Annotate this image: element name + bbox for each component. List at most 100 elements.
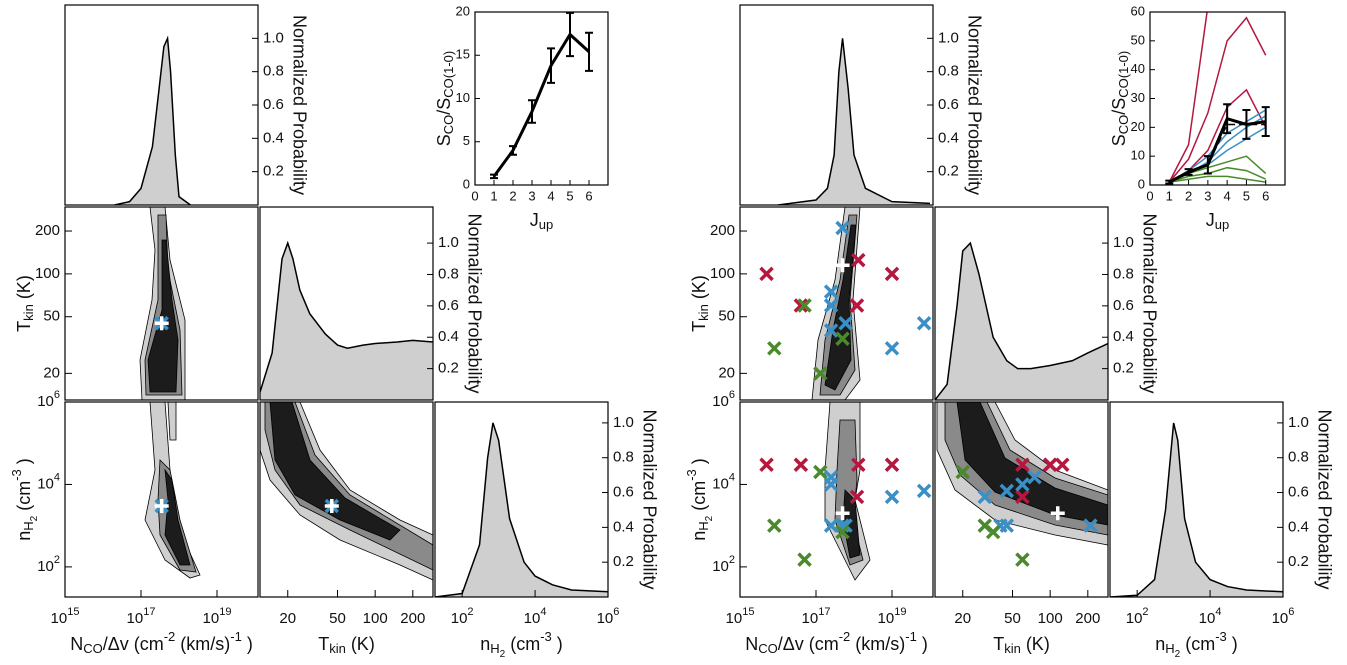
best-fit-marker [835, 506, 850, 521]
tick-text: 10 [597, 610, 614, 627]
panel-frame [739, 401, 934, 598]
y-tick-label: 50 [718, 308, 735, 325]
tick-text: 10 [524, 610, 541, 627]
label-part: (km/s) [850, 634, 905, 654]
tick-text: 1.0 [1113, 234, 1134, 251]
tick-power: 17 [143, 606, 155, 618]
x-axis-label: Jup [1206, 210, 1229, 233]
y-axis-label: Normalized Probability [464, 213, 484, 393]
label-part: ) [14, 458, 34, 469]
tick-power: 2 [467, 606, 473, 618]
label-part: N [745, 634, 758, 654]
y-tick-label: 5 [463, 133, 470, 148]
label-part: -3 [540, 629, 552, 644]
tick-text: 10 [1199, 610, 1216, 627]
x-tick-label: 102 [451, 606, 474, 627]
x-tick-label: 3 [528, 188, 535, 203]
y-tick-label: 1.0 [1288, 414, 1309, 431]
label-part: -2 [839, 629, 851, 644]
panel-frame [739, 206, 934, 401]
error-bar [1203, 155, 1212, 175]
y-tick-label: 30 [1131, 90, 1145, 105]
x-tick-label: 100 [1038, 610, 1063, 627]
model-marker [823, 518, 839, 533]
plot-area [324, 498, 340, 514]
error-bar [1242, 109, 1251, 140]
y-axis-label: SCO/SCO(1-0) [1109, 51, 1132, 146]
best-fit-marker [835, 258, 850, 273]
x-tick-label: 20 [954, 610, 971, 627]
series-line [1168, 12, 1208, 183]
model-marker [955, 464, 970, 480]
label-part: S [1109, 134, 1129, 146]
model-marker [1027, 469, 1042, 485]
tick-text: 10 [37, 558, 54, 575]
y-tick-label: 200 [35, 222, 60, 239]
y-tick-label: 1.0 [438, 234, 459, 251]
x-tick-label: 4 [547, 188, 554, 203]
label-part: ) [917, 634, 928, 654]
label-part: kin [1004, 641, 1021, 656]
tick-power: 4 [540, 606, 546, 618]
model-marker [767, 518, 782, 533]
model-marker [884, 489, 900, 505]
label-part: -3 [684, 469, 699, 481]
marginal-line [260, 240, 433, 393]
model-marker [813, 366, 828, 381]
best-fit-marker [154, 316, 169, 331]
marginal-area [260, 243, 433, 400]
error-bar [1184, 168, 1193, 176]
label-part: ) [552, 634, 563, 654]
y-tick-label: 0.4 [438, 328, 459, 345]
model-marker [1083, 518, 1098, 533]
plot-area [492, 32, 591, 178]
y-tick-label: 0 [463, 176, 470, 191]
label-part: ) [1227, 634, 1238, 654]
tick-text: 10 [203, 610, 220, 627]
plot-frame [1149, 11, 1286, 186]
model-marker [823, 477, 839, 492]
x-tick-label: 50 [329, 610, 346, 627]
label-part: -1 [905, 629, 917, 644]
y-tick-label: 20 [718, 364, 735, 381]
tick-power: 17 [818, 606, 830, 618]
model-marker [851, 252, 866, 268]
y-tick-label: 0.4 [1113, 328, 1134, 345]
x-tick-label: 106 [1272, 606, 1295, 627]
plot-area [1168, 12, 1267, 184]
error-bar [509, 145, 517, 156]
label-part: CO [758, 641, 778, 656]
label-part: CO [83, 641, 103, 656]
panel-frame [64, 206, 259, 401]
y-tick-label: 50 [43, 308, 60, 325]
y-axis-label: Tkin (K) [689, 275, 712, 332]
tick-power: 15 [742, 606, 754, 618]
label-part: H [490, 641, 499, 656]
y-tick-label: 0.4 [613, 518, 634, 535]
y-tick-label: 10 [1131, 148, 1145, 163]
model-marker [1042, 457, 1058, 473]
tick-text: 10 [37, 393, 54, 410]
model-marker [759, 457, 774, 473]
y-axis-label: Normalized Probability [1314, 409, 1334, 589]
x-tick-label: 104 [1199, 606, 1222, 627]
tick-text: 10 [451, 610, 468, 627]
x-tick-label: 2 [509, 188, 516, 203]
y-tick-label: 60 [1131, 3, 1145, 18]
label-part: kin [696, 304, 711, 321]
label-part: (K) [346, 634, 375, 654]
model-marker [823, 284, 839, 299]
y-tick-label: 0.6 [1113, 297, 1134, 314]
marginal-area [935, 243, 1108, 400]
label-part: 2 [500, 649, 506, 660]
series-line [1169, 175, 1266, 183]
model-marker [793, 298, 809, 313]
model-marker [884, 341, 900, 356]
tick-text: 10 [1126, 610, 1143, 627]
panel-frame [259, 206, 434, 401]
tick-power: 6 [1288, 606, 1294, 618]
marginal-area [435, 422, 608, 597]
label-part: 2 [704, 515, 715, 521]
x-tick-label: 6 [1262, 188, 1269, 203]
label-part: (K) [14, 275, 34, 304]
